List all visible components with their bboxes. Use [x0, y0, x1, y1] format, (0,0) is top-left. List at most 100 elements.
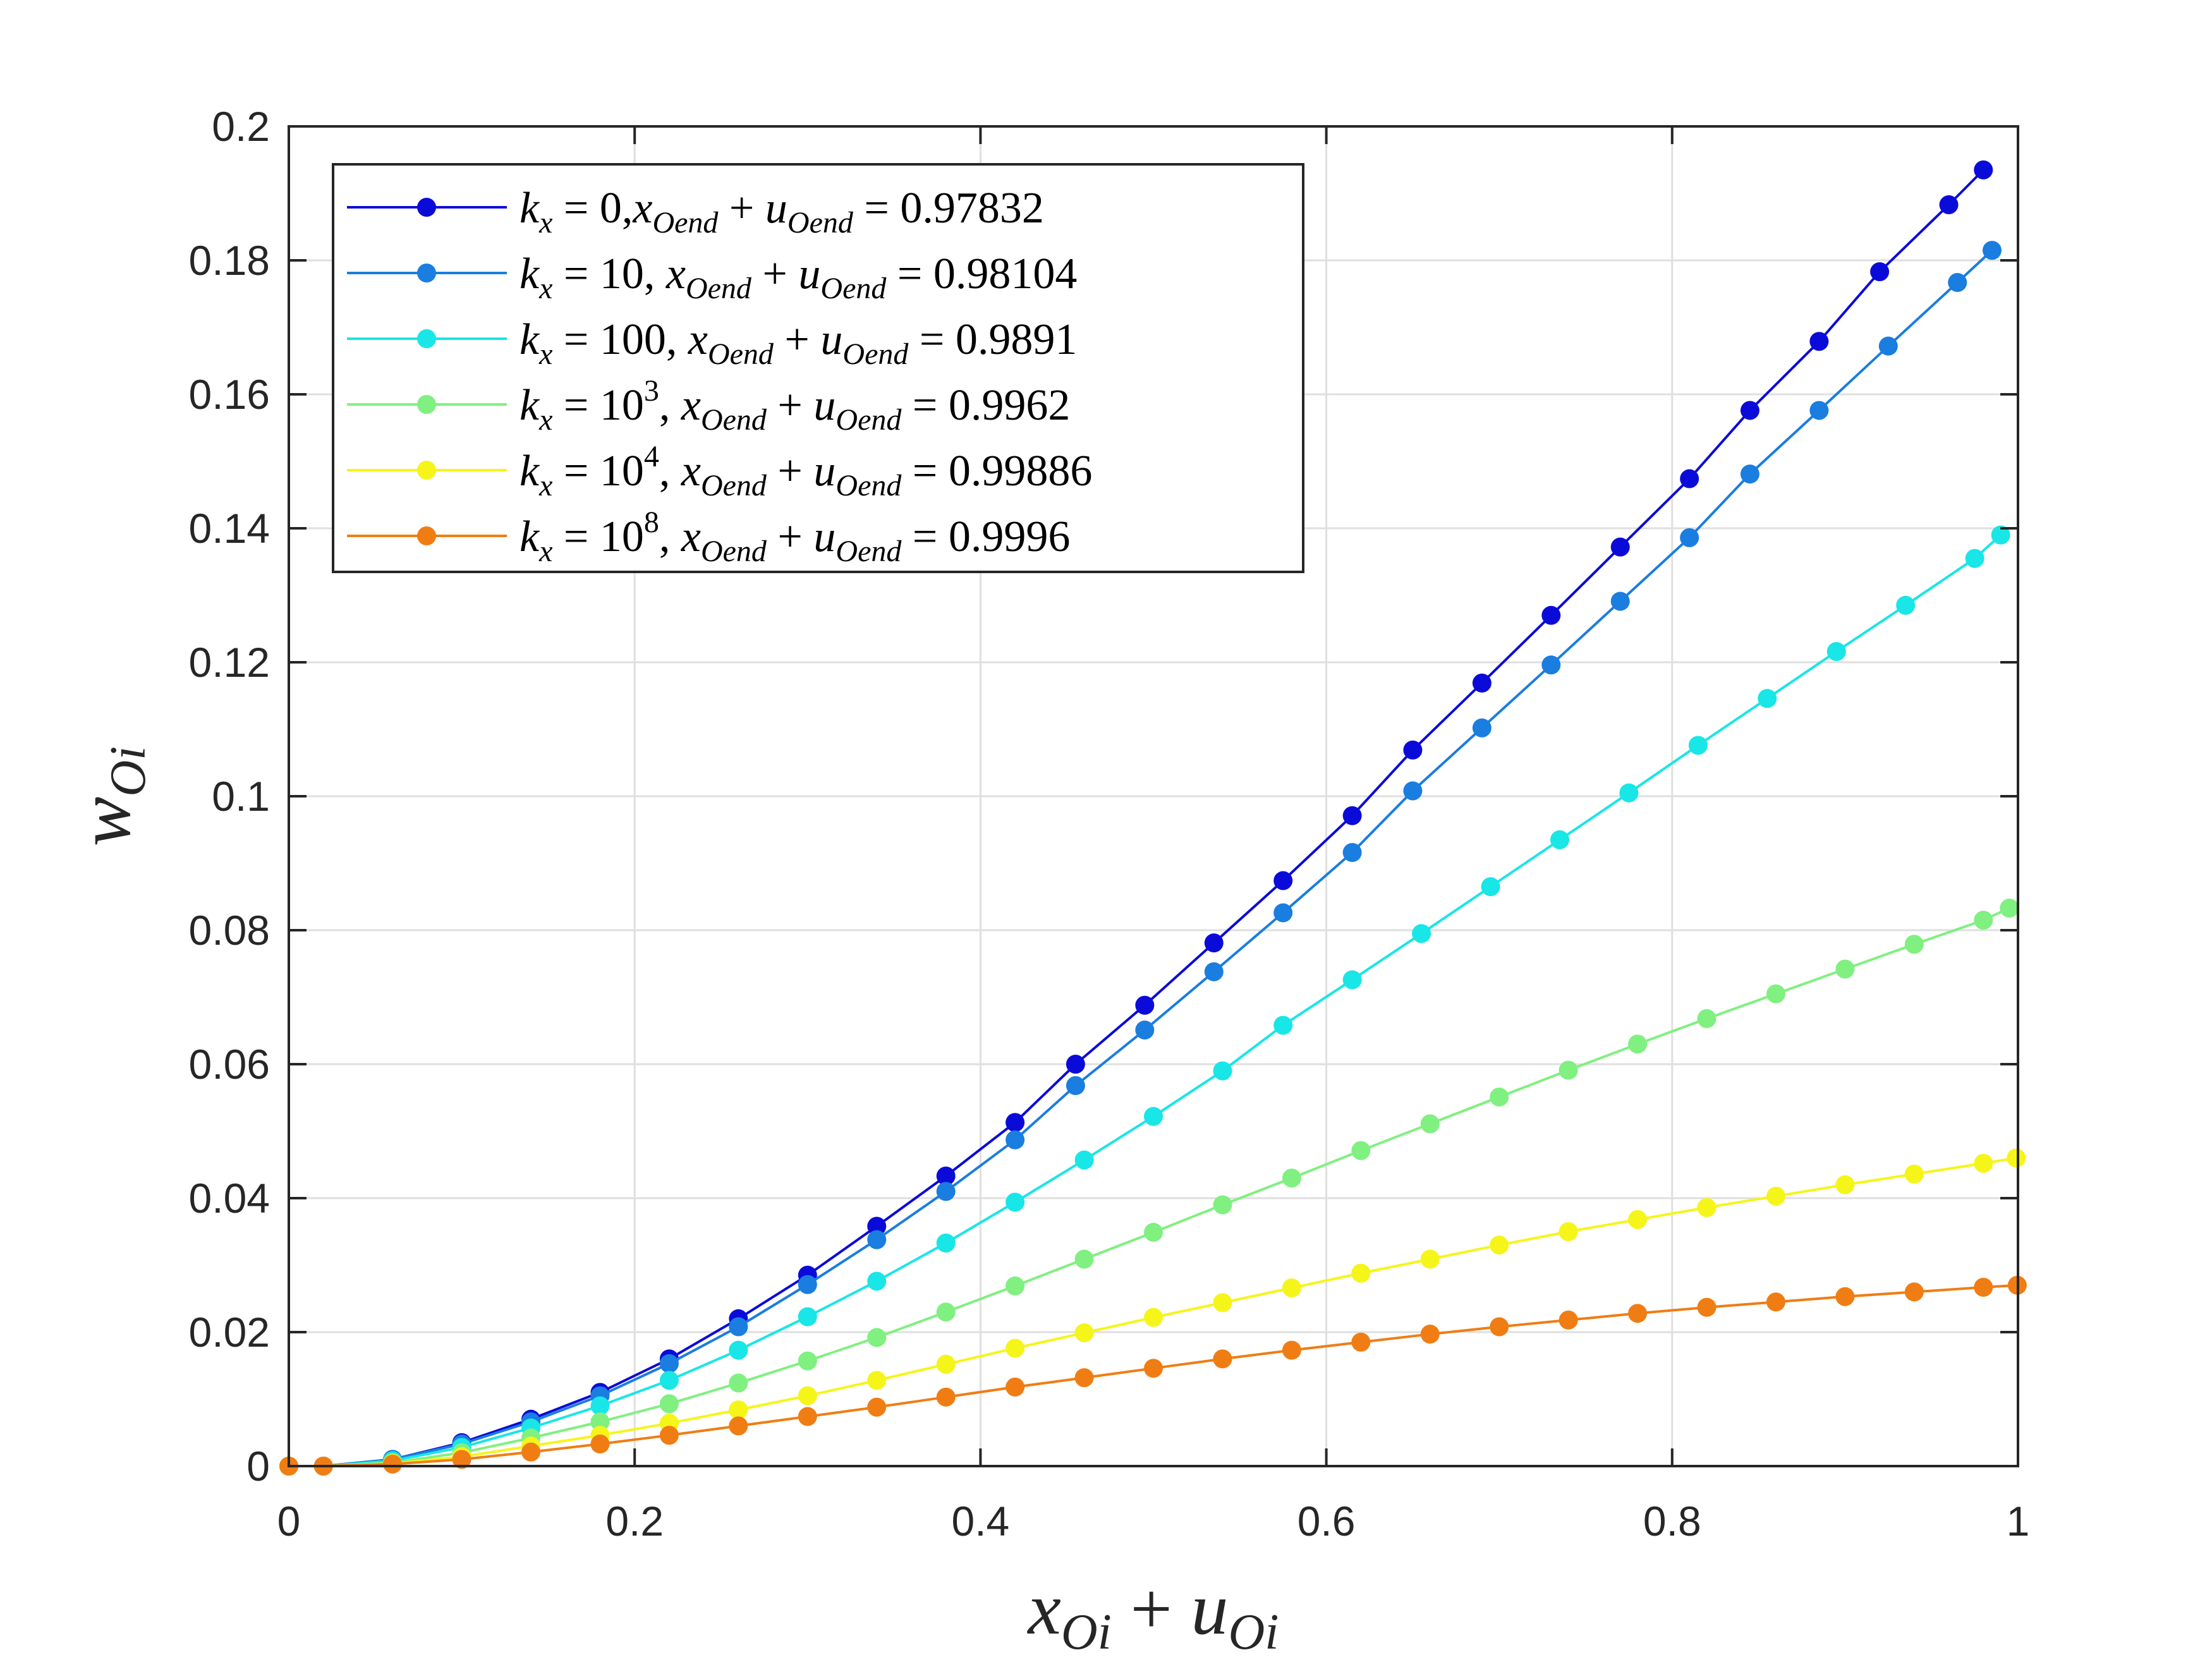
data-point — [1559, 1310, 1578, 1330]
data-point — [1074, 1368, 1094, 1388]
data-point — [867, 1271, 887, 1291]
x-tick-label: 0 — [277, 1498, 301, 1544]
data-point — [798, 1386, 817, 1405]
data-point — [1403, 740, 1423, 760]
data-point — [1204, 962, 1224, 981]
data-point — [867, 1397, 887, 1417]
data-point — [1697, 1009, 1717, 1028]
data-point — [1342, 806, 1362, 825]
y-tick-label: 0 — [246, 1443, 270, 1489]
data-point — [1697, 1198, 1717, 1217]
data-point — [590, 1435, 610, 1454]
data-point — [1982, 241, 2002, 260]
data-point — [1974, 160, 1993, 179]
legend-entry-5: kx = 108, xOend + uOend = 0.9996 — [347, 506, 1070, 568]
data-point — [1835, 959, 1855, 979]
data-point — [1904, 935, 1924, 954]
data-point — [1619, 783, 1639, 803]
y-tick-label: 0.06 — [189, 1041, 270, 1088]
legend-marker — [417, 198, 436, 217]
data-point — [1135, 1020, 1155, 1040]
data-point — [729, 1317, 748, 1337]
data-point — [867, 1230, 887, 1249]
data-point — [1628, 1034, 1648, 1054]
data-point — [1974, 1153, 1993, 1173]
data-point — [1204, 933, 1224, 953]
data-point — [729, 1400, 748, 1419]
legend-entry-0: kx = 0,xOend + uOend = 0.97832 — [347, 184, 1044, 240]
data-point — [1403, 781, 1423, 801]
y-tick-label: 0.18 — [189, 237, 270, 284]
data-point — [1766, 1292, 1785, 1312]
data-point — [1282, 1278, 1301, 1298]
legend-label: kx = 100, xOend + uOend = 0.9891 — [520, 315, 1077, 371]
data-point — [1740, 401, 1759, 420]
data-point — [1006, 1338, 1025, 1358]
data-point — [452, 1450, 471, 1469]
data-point — [1809, 401, 1829, 420]
data-point — [798, 1351, 817, 1371]
data-point — [729, 1340, 748, 1360]
data-point — [798, 1275, 817, 1294]
data-point — [1213, 1293, 1232, 1313]
x-tick-label: 0.6 — [1297, 1498, 1356, 1544]
data-point — [1939, 195, 1959, 215]
data-point — [1273, 903, 1293, 923]
data-point — [936, 1354, 956, 1374]
x-axis-label: xOi + uOi — [1027, 1567, 1279, 1659]
data-point — [1490, 1235, 1509, 1255]
legend-label: kx = 103, xOend + uOend = 0.9962 — [520, 374, 1070, 437]
axes: 0 0.2 0.4 0.6 0.8 1 0 0.02 0.04 0.06 0.08 0.1 0.12 0.… — [189, 103, 2030, 1544]
data-point — [1740, 464, 1759, 484]
y-tick-label: 0.14 — [189, 505, 270, 552]
data-point — [1420, 1325, 1440, 1344]
data-point — [1074, 1323, 1094, 1343]
y-tick-label: 0.04 — [189, 1175, 270, 1222]
data-point — [1066, 1076, 1085, 1095]
legend-entry-4: kx = 104, xOend + uOend = 0.99886 — [347, 440, 1092, 502]
data-point — [1870, 262, 1890, 282]
data-point — [1351, 1263, 1371, 1283]
y-tick-label: 0.08 — [189, 907, 270, 954]
data-point — [2000, 899, 2019, 918]
legend-marker — [417, 329, 436, 348]
y-tick-label: 0.16 — [189, 371, 270, 418]
data-point — [1135, 995, 1155, 1015]
data-point — [1688, 736, 1708, 755]
legend-entry-3: kx = 103, xOend + uOend = 0.9962 — [347, 374, 1070, 437]
data-point — [1006, 1377, 1025, 1397]
data-point — [659, 1394, 679, 1414]
data-point — [1490, 1087, 1509, 1107]
data-point — [936, 1302, 956, 1322]
data-point — [1412, 924, 1431, 943]
data-point — [798, 1307, 817, 1326]
data-point — [1213, 1061, 1232, 1081]
data-point — [1342, 970, 1362, 990]
series-2 — [279, 525, 2010, 1476]
data-point — [936, 1167, 956, 1186]
data-point — [1628, 1210, 1648, 1229]
data-point — [1144, 1307, 1163, 1327]
data-point — [1904, 1282, 1924, 1302]
legend-marker — [417, 461, 436, 480]
data-point — [729, 1416, 748, 1436]
data-point — [1835, 1287, 1855, 1306]
data-point — [798, 1407, 817, 1426]
legend-marker — [417, 395, 436, 414]
data-point — [590, 1412, 610, 1432]
data-point — [936, 1387, 956, 1407]
data-point — [1273, 1016, 1293, 1035]
data-point — [936, 1234, 956, 1253]
data-point — [1974, 911, 1993, 930]
data-point — [1878, 336, 1898, 356]
data-point — [590, 1396, 610, 1416]
data-point — [1991, 525, 2010, 545]
legend-entry-1: kx = 10, xOend + uOend = 0.98104 — [347, 250, 1077, 305]
legend-marker — [417, 526, 436, 545]
data-point — [1628, 1304, 1648, 1323]
data-point — [1351, 1332, 1371, 1352]
data-point — [1559, 1222, 1578, 1241]
series-group — [279, 160, 2027, 1476]
data-point — [1074, 1150, 1094, 1170]
data-point — [1541, 655, 1561, 675]
